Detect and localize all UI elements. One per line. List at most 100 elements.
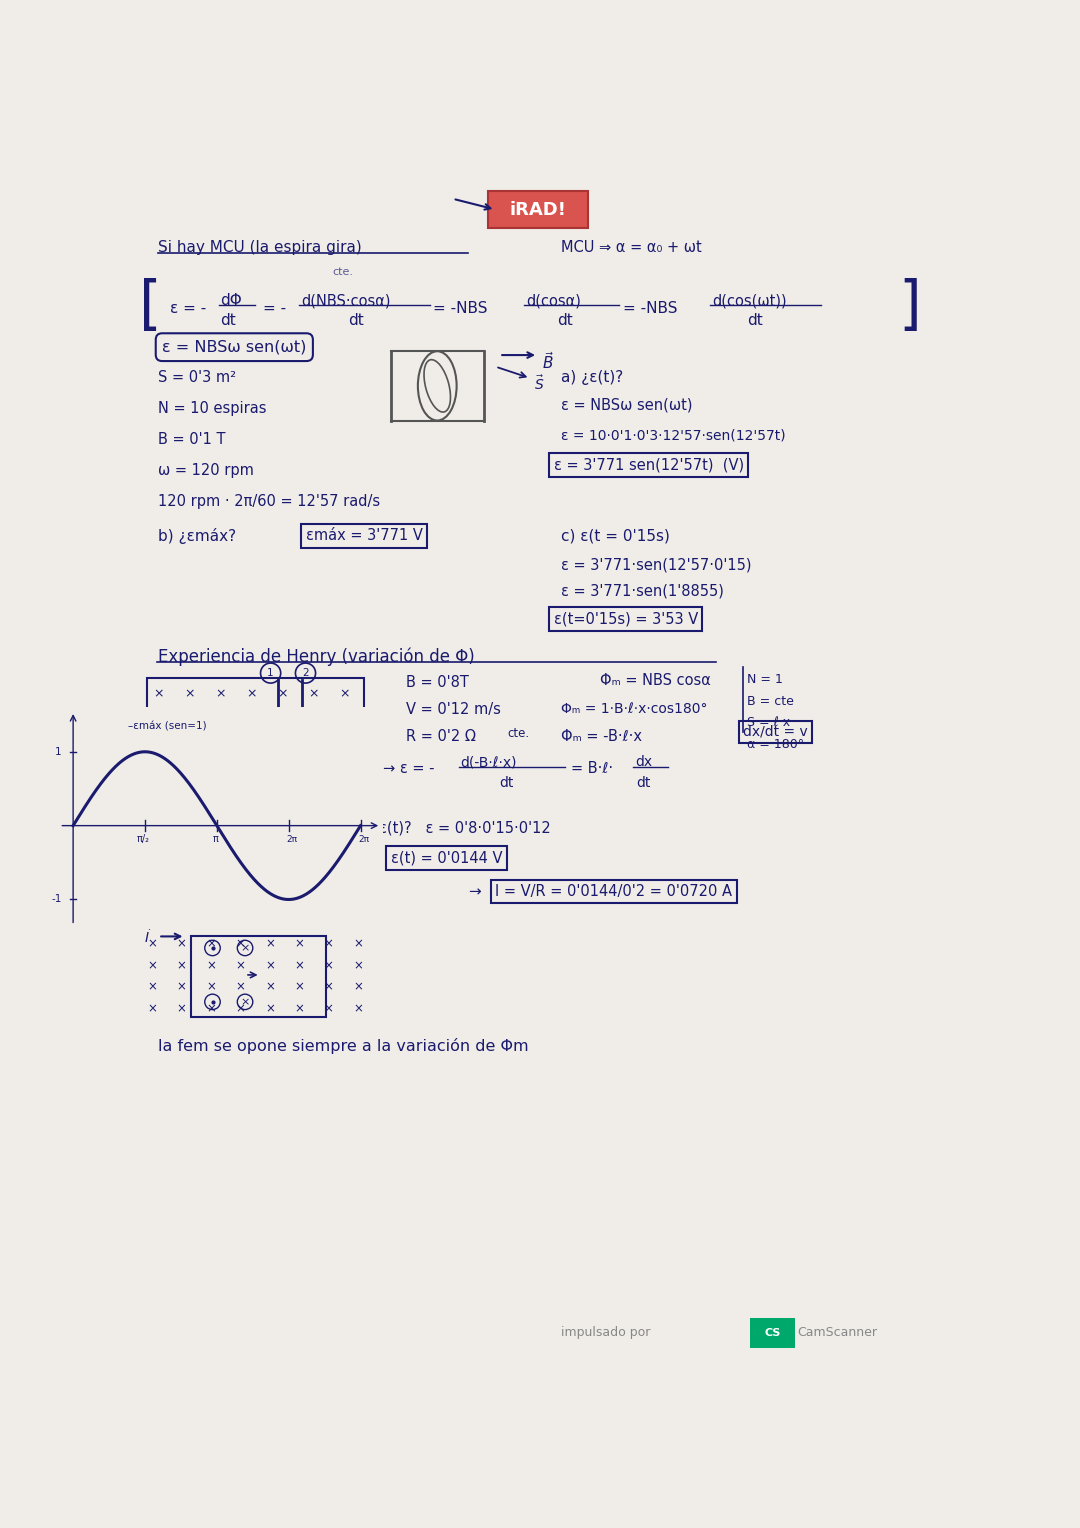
Text: ×: ×	[308, 688, 319, 700]
Text: ×: ×	[176, 960, 187, 972]
Text: d(cosα): d(cosα)	[526, 293, 581, 309]
Text: ×: ×	[246, 741, 257, 755]
Text: ×: ×	[265, 960, 274, 972]
Text: π: π	[213, 834, 218, 843]
Text: ×: ×	[339, 795, 350, 808]
Text: ×: ×	[308, 741, 319, 755]
Text: Si hay MCU (la espira gira): Si hay MCU (la espira gira)	[159, 240, 362, 255]
Bar	[191, 937, 326, 1018]
Text: MCU ⇒ α = α₀ + ωt: MCU ⇒ α = α₀ + ωt	[562, 240, 702, 255]
Text: ×: ×	[246, 688, 257, 700]
Text: ε = -: ε = -	[170, 301, 206, 316]
Text: ×: ×	[353, 1002, 363, 1015]
Text: ×: ×	[353, 938, 363, 950]
Text: ×: ×	[353, 960, 363, 972]
Text: dt: dt	[220, 313, 237, 327]
Text: ×: ×	[215, 795, 226, 808]
Text: ×: ×	[265, 917, 274, 929]
Text: ×: ×	[246, 795, 257, 808]
Text: N = 10 espiras: N = 10 espiras	[159, 402, 267, 416]
Text: impulsado por: impulsado por	[562, 1326, 650, 1340]
Text: S = ℓ·x: S = ℓ·x	[747, 717, 791, 729]
Text: ×: ×	[246, 769, 257, 781]
Text: ×: ×	[147, 1002, 157, 1015]
Text: ×: ×	[276, 688, 287, 700]
Text: B = 0'8T: B = 0'8T	[406, 675, 469, 689]
Text: ×: ×	[153, 769, 163, 781]
Text: ×: ×	[324, 917, 334, 929]
Text: = -NBS: = -NBS	[433, 301, 488, 316]
Text: 120 rpm · 2π/60 = 12'57 rad/s: 120 rpm · 2π/60 = 12'57 rad/s	[159, 494, 380, 509]
Text: $\vec{S}$: $\vec{S}$	[535, 374, 544, 393]
Text: ×: ×	[276, 769, 287, 781]
Text: ×: ×	[246, 714, 257, 727]
Text: d(cos(ωt)): d(cos(ωt))	[713, 293, 787, 309]
Text: ×: ×	[147, 960, 157, 972]
Text: dt: dt	[557, 313, 573, 327]
Text: dt: dt	[747, 313, 762, 327]
Text: α = 180°: α = 180°	[747, 738, 805, 750]
Text: V = 0'12 m/s: V = 0'12 m/s	[406, 701, 501, 717]
Text: ×: ×	[235, 981, 245, 993]
Text: ×: ×	[265, 938, 274, 950]
Text: CS: CS	[765, 1328, 781, 1337]
Text: ε = Bℓv: ε = Bℓv	[150, 790, 207, 805]
Text: N = 1: N = 1	[747, 672, 783, 686]
Text: ×: ×	[153, 688, 163, 700]
Text: = -NBS: = -NBS	[623, 301, 678, 316]
Text: ×: ×	[339, 714, 350, 727]
Bar	[147, 678, 364, 798]
Text: ×: ×	[206, 917, 216, 929]
Text: ×: ×	[295, 938, 305, 950]
Text: B = cte: B = cte	[747, 695, 794, 707]
Text: ε = 3'771 sen(12'57t)  (V): ε = 3'771 sen(12'57t) (V)	[554, 457, 744, 472]
Text: CamScanner: CamScanner	[798, 1326, 878, 1340]
Text: ×: ×	[147, 917, 157, 929]
Text: ×: ×	[176, 938, 187, 950]
Text: ×: ×	[206, 938, 216, 950]
Text: ×: ×	[176, 981, 187, 993]
Text: cte.: cte.	[507, 727, 529, 740]
Text: dt: dt	[499, 776, 514, 790]
Text: = B·ℓ·: = B·ℓ·	[570, 761, 612, 776]
Text: iRAD!: iRAD!	[510, 200, 566, 219]
Text: ×: ×	[339, 769, 350, 781]
Text: ×: ×	[308, 795, 319, 808]
Text: ×: ×	[295, 981, 305, 993]
Text: dt: dt	[636, 776, 651, 790]
Text: la fem se opone siempre a la variación de Φm: la fem se opone siempre a la variación d…	[159, 1038, 529, 1054]
Text: ×: ×	[276, 741, 287, 755]
Text: ×: ×	[184, 795, 194, 808]
Text: ×: ×	[265, 981, 274, 993]
Text: d(NBS·cosα): d(NBS·cosα)	[301, 293, 391, 309]
Text: ×: ×	[235, 1002, 245, 1015]
Text: 0'15m: 0'15m	[135, 732, 175, 746]
Text: ×: ×	[295, 960, 305, 972]
Text: ℓ: ℓ	[141, 753, 147, 769]
Text: ε = 10·0'1·0'3·12'57·sen(12'57t): ε = 10·0'1·0'3·12'57·sen(12'57t)	[562, 428, 786, 442]
Text: ×: ×	[235, 960, 245, 972]
Text: a) ¿ε(t)?   ε = 0'8·0'15·0'12: a) ¿ε(t)? ε = 0'8·0'15·0'12	[352, 821, 551, 836]
Text: π/₂: π/₂	[137, 834, 150, 843]
Text: Φₘ = NBS cosα: Φₘ = NBS cosα	[600, 672, 711, 688]
Text: → ε = -: → ε = -	[383, 761, 434, 776]
Text: ×: ×	[339, 741, 350, 755]
Text: $\vec{B}$: $\vec{B}$	[542, 351, 554, 373]
Text: ×: ×	[235, 917, 245, 929]
Text: ×: ×	[176, 1002, 187, 1015]
Text: ×: ×	[147, 981, 157, 993]
Text: ×: ×	[353, 981, 363, 993]
Text: ×: ×	[215, 714, 226, 727]
Text: ×: ×	[308, 769, 319, 781]
Text: 2π: 2π	[359, 834, 369, 843]
Text: ε(t=0'15s) = 3'53 V: ε(t=0'15s) = 3'53 V	[554, 611, 698, 626]
Text: dt: dt	[348, 313, 364, 327]
Text: →: →	[469, 885, 481, 898]
Text: ×: ×	[206, 981, 216, 993]
Text: ×: ×	[215, 741, 226, 755]
Text: ×: ×	[215, 688, 226, 700]
Text: ×: ×	[295, 917, 305, 929]
Text: ×: ×	[324, 960, 334, 972]
Text: a) ¿ε(t)?: a) ¿ε(t)?	[562, 370, 623, 385]
Text: –εmáx (sen=1): –εmáx (sen=1)	[129, 721, 206, 732]
